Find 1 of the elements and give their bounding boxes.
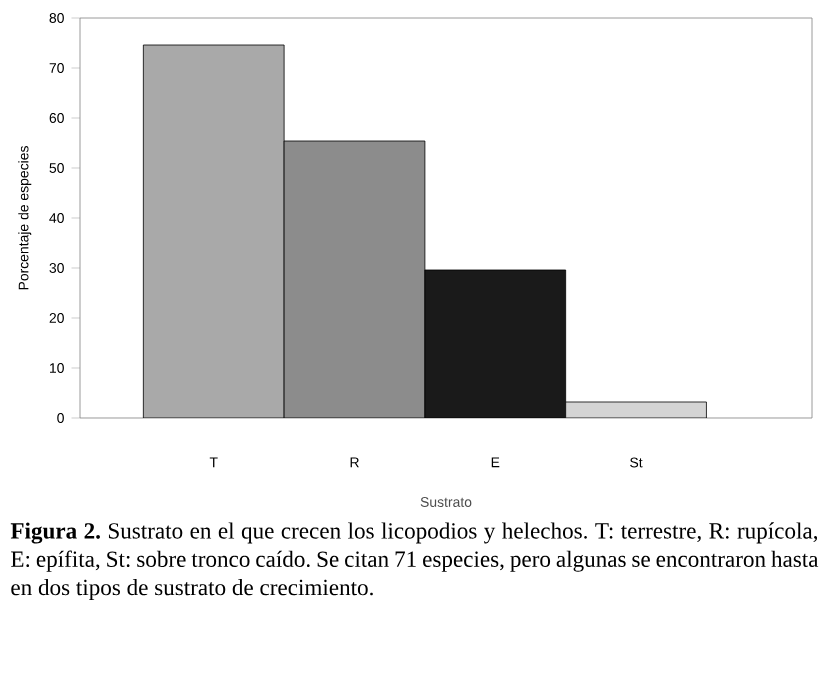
text: Figura 2. Sustrato en el que crecen los licopodios y helechos. T: terrestre, R: rupícola, E: epífita, St: sobre tronco caído. Se citan 71 especies, pero algunas se encontraron hasta en dos tipos de sustrato de crecimiento. [10, 522, 819, 600]
